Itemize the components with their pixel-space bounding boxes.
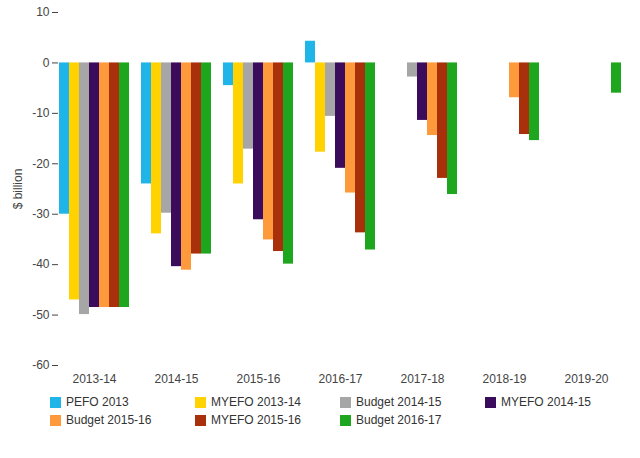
html-text:Budget 2016-17: Budget 2016-17: [356, 413, 442, 427]
html-text:Budget 2014-15: Budget 2014-15: [356, 395, 442, 409]
svg-text:2015-16: 2015-16: [236, 372, 280, 386]
html-text:MYEFO 2014-15: MYEFO 2014-15: [501, 395, 591, 409]
svg-text:2013-14: 2013-14: [72, 372, 116, 386]
svg-text:2014-15: 2014-15: [154, 372, 198, 386]
html-text:MYEFO 2015-16: MYEFO 2015-16: [211, 413, 301, 427]
svg-text:0: 0: [43, 56, 50, 70]
svg-text:$ billion: $ billion: [11, 169, 25, 210]
svg-text:-20: -20: [32, 157, 50, 171]
svg-text:2018-19: 2018-19: [482, 372, 526, 386]
svg-text:-60: -60: [32, 358, 50, 372]
svg-text:-50: -50: [32, 308, 50, 322]
svg-text:2016-17: 2016-17: [318, 372, 362, 386]
svg-text:10: 10: [36, 5, 50, 19]
html-text:Budget 2015-16: Budget 2015-16: [66, 413, 152, 427]
svg-text:-40: -40: [32, 257, 50, 271]
html-text:PEFO 2013: PEFO 2013: [66, 395, 129, 409]
html-text:MYEFO 2013-14: MYEFO 2013-14: [211, 395, 301, 409]
svg-text:-10: -10: [32, 106, 50, 120]
svg-text:2017-18: 2017-18: [400, 372, 444, 386]
svg-text:2019-20: 2019-20: [564, 372, 608, 386]
svg-text:-30: -30: [32, 207, 50, 221]
